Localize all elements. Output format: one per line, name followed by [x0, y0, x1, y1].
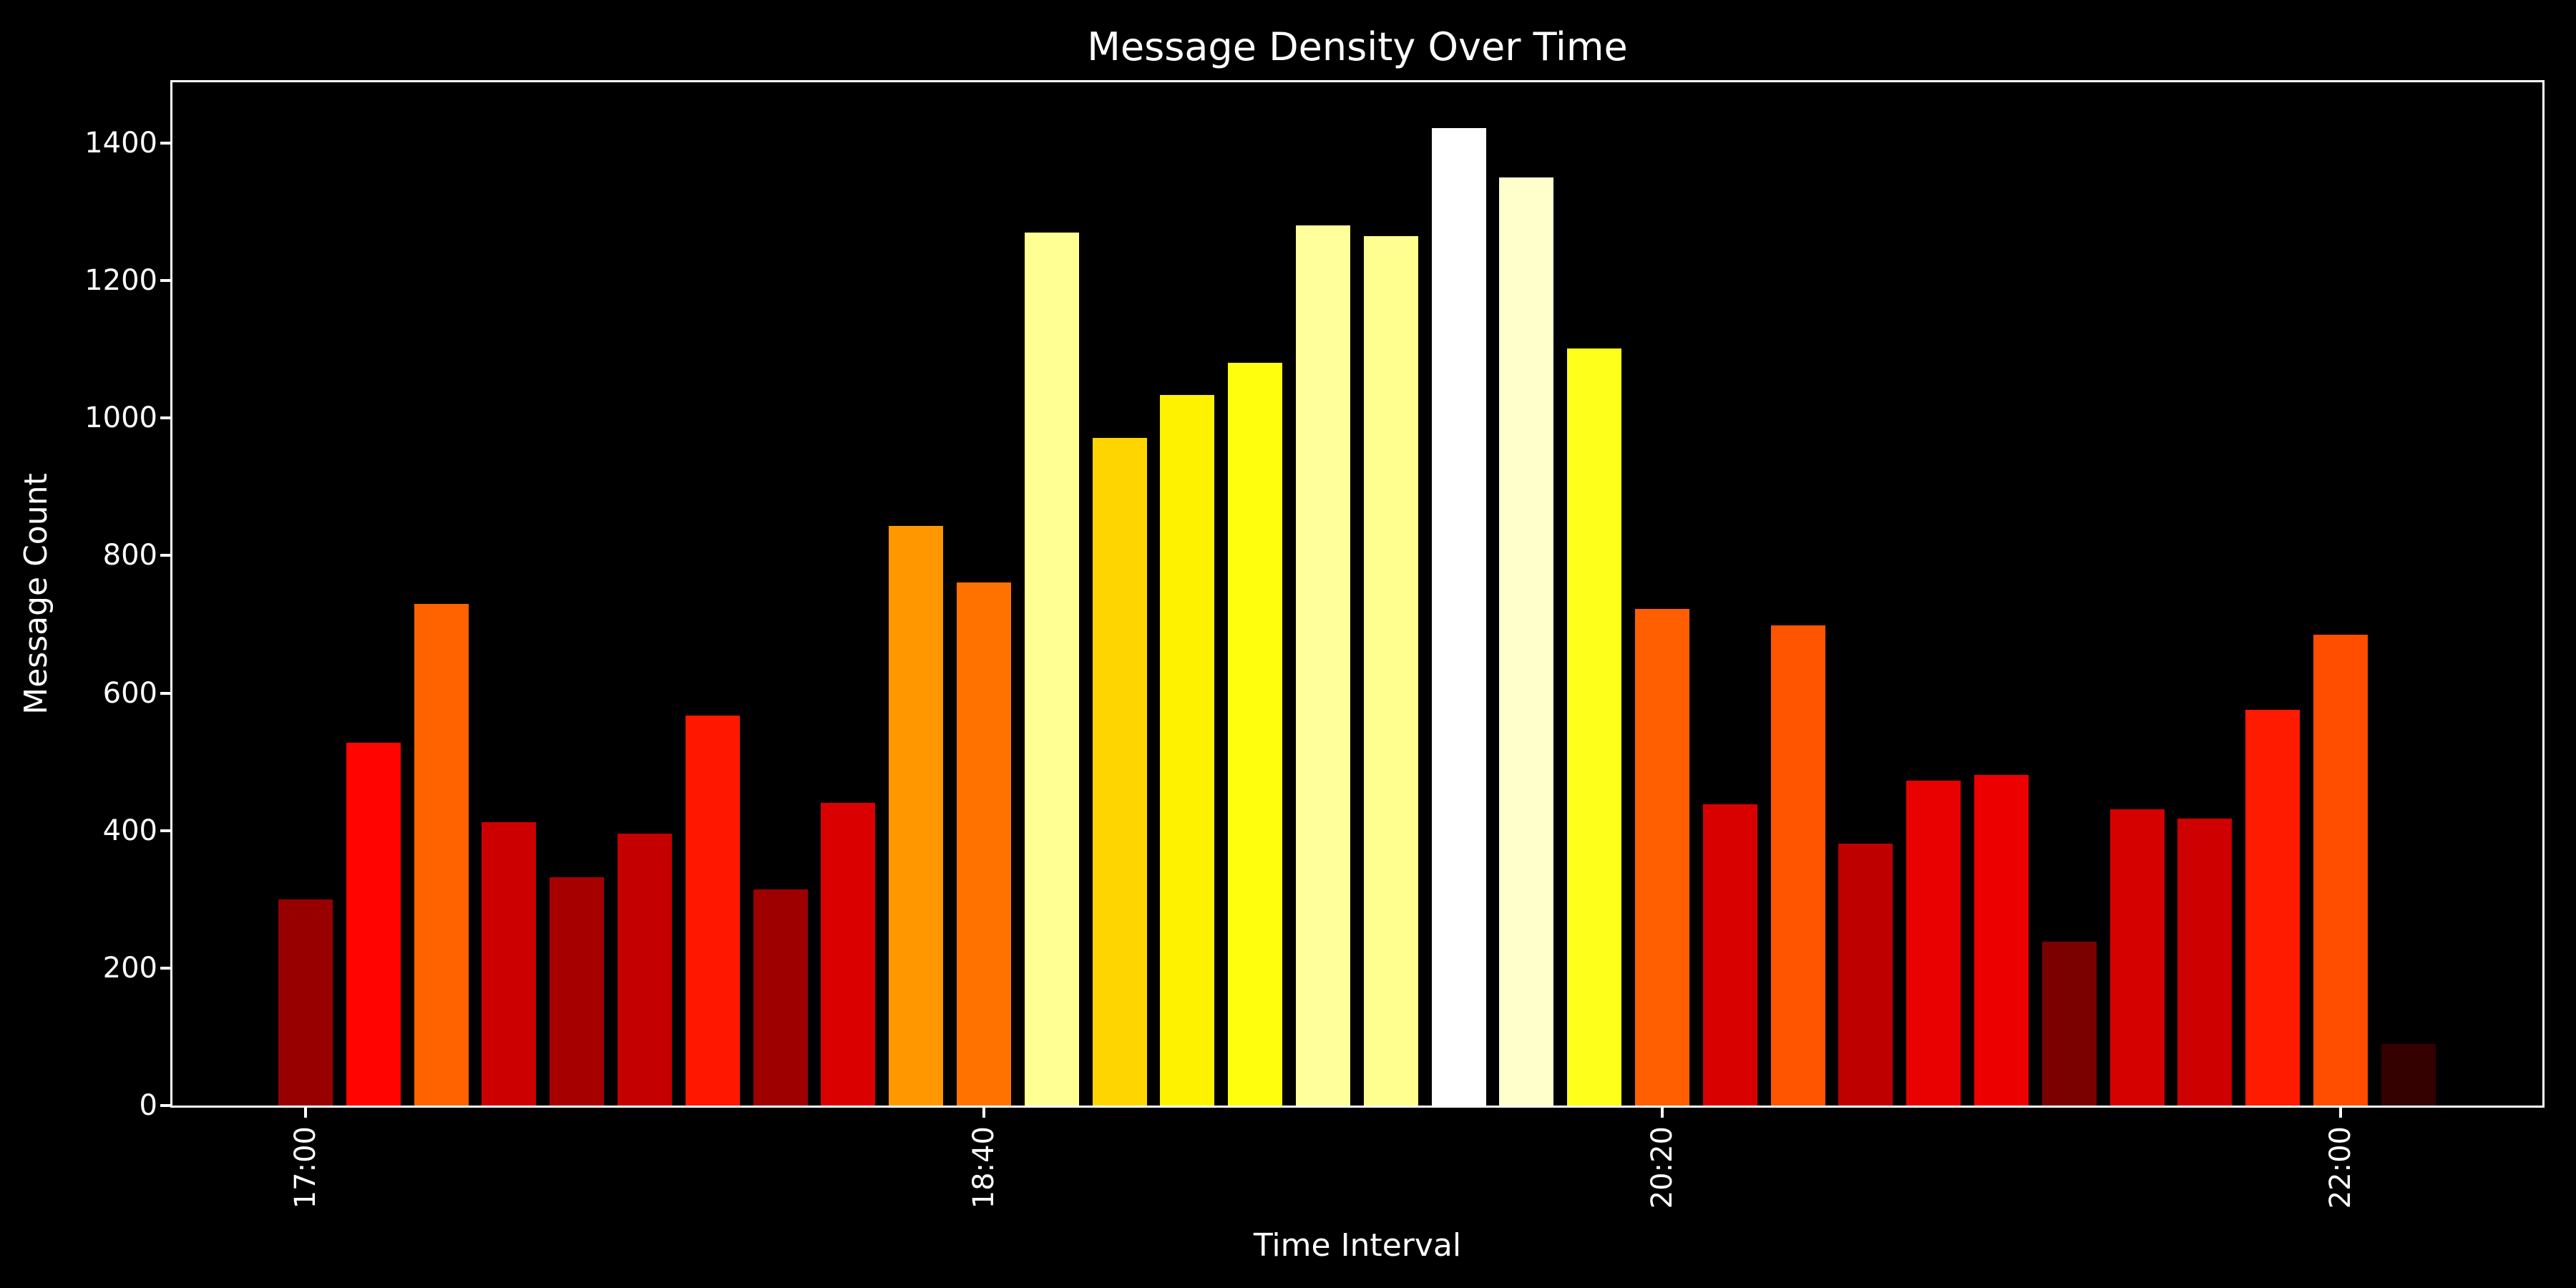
y-tick-label-400: 400 [102, 814, 157, 847]
y-tick-mark-1400 [160, 142, 170, 145]
bar-20:40 [1770, 625, 1825, 1106]
bar-19:10 [1160, 395, 1215, 1106]
bar-22:10 [2381, 1044, 2436, 1106]
y-tick-mark-600 [160, 691, 170, 695]
y-tick-label-1000: 1000 [84, 401, 157, 435]
y-tick-label-1200: 1200 [84, 264, 157, 298]
bar-21:00 [1906, 781, 1961, 1106]
x-tick-mark-17:00 [304, 1108, 307, 1118]
y-tick-mark-0 [160, 1104, 170, 1107]
bar-20:10 [1567, 348, 1622, 1106]
chart-title: Message Density Over Time [1087, 24, 1628, 69]
y-tick-label-1400: 1400 [84, 127, 157, 160]
y-tick-label-200: 200 [102, 951, 157, 985]
bars-container [172, 82, 2542, 1106]
x-axis-title: Time Interval [1253, 1227, 1462, 1264]
bar-19:30 [1296, 225, 1350, 1106]
y-tick-label-0: 0 [139, 1089, 157, 1122]
x-tick-mark-22:00 [2339, 1108, 2342, 1118]
bar-21:40 [2177, 819, 2233, 1106]
y-tick-mark-1200 [160, 279, 170, 283]
bar-22:00 [2313, 635, 2368, 1106]
x-tick-label-22:00: 22:00 [2324, 1126, 2357, 1209]
bar-17:20 [414, 604, 469, 1106]
bar-21:10 [1974, 775, 2029, 1106]
bar-20:20 [1635, 609, 1689, 1106]
bar-21:20 [2041, 942, 2097, 1106]
y-tick-label-600: 600 [102, 676, 157, 710]
bar-18:20 [821, 803, 876, 1106]
bar-18:00 [685, 716, 740, 1106]
bar-20:00 [1499, 177, 1554, 1106]
y-tick-mark-200 [160, 966, 170, 970]
bar-18:50 [1024, 233, 1079, 1106]
y-tick-label-800: 800 [102, 539, 157, 572]
bar-20:50 [1838, 844, 1893, 1106]
bar-17:10 [346, 743, 401, 1106]
x-tick-mark-20:20 [1661, 1108, 1664, 1118]
bar-19:00 [1092, 438, 1147, 1106]
bar-18:40 [957, 582, 1011, 1106]
y-tick-mark-400 [160, 829, 170, 832]
plot-area [170, 80, 2545, 1108]
bar-21:30 [2109, 809, 2165, 1106]
bar-17:30 [482, 822, 537, 1106]
bar-19:40 [1363, 236, 1418, 1106]
y-tick-mark-800 [160, 554, 170, 557]
bar-18:30 [889, 526, 944, 1106]
bar-19:20 [1228, 363, 1283, 1106]
y-tick-mark-1000 [160, 416, 170, 420]
x-tick-mark-18:40 [982, 1108, 985, 1118]
x-tick-label-20:20: 20:20 [1646, 1126, 1679, 1209]
x-tick-label-17:00: 17:00 [289, 1126, 322, 1209]
bar-17:40 [550, 877, 605, 1106]
bar-20:30 [1702, 804, 1757, 1106]
bar-17:00 [278, 899, 333, 1106]
bar-17:50 [618, 834, 672, 1106]
bar-18:10 [753, 889, 808, 1106]
x-tick-label-18:40: 18:40 [967, 1126, 1000, 1209]
bar-19:50 [1431, 128, 1486, 1106]
bar-21:50 [2245, 710, 2301, 1106]
